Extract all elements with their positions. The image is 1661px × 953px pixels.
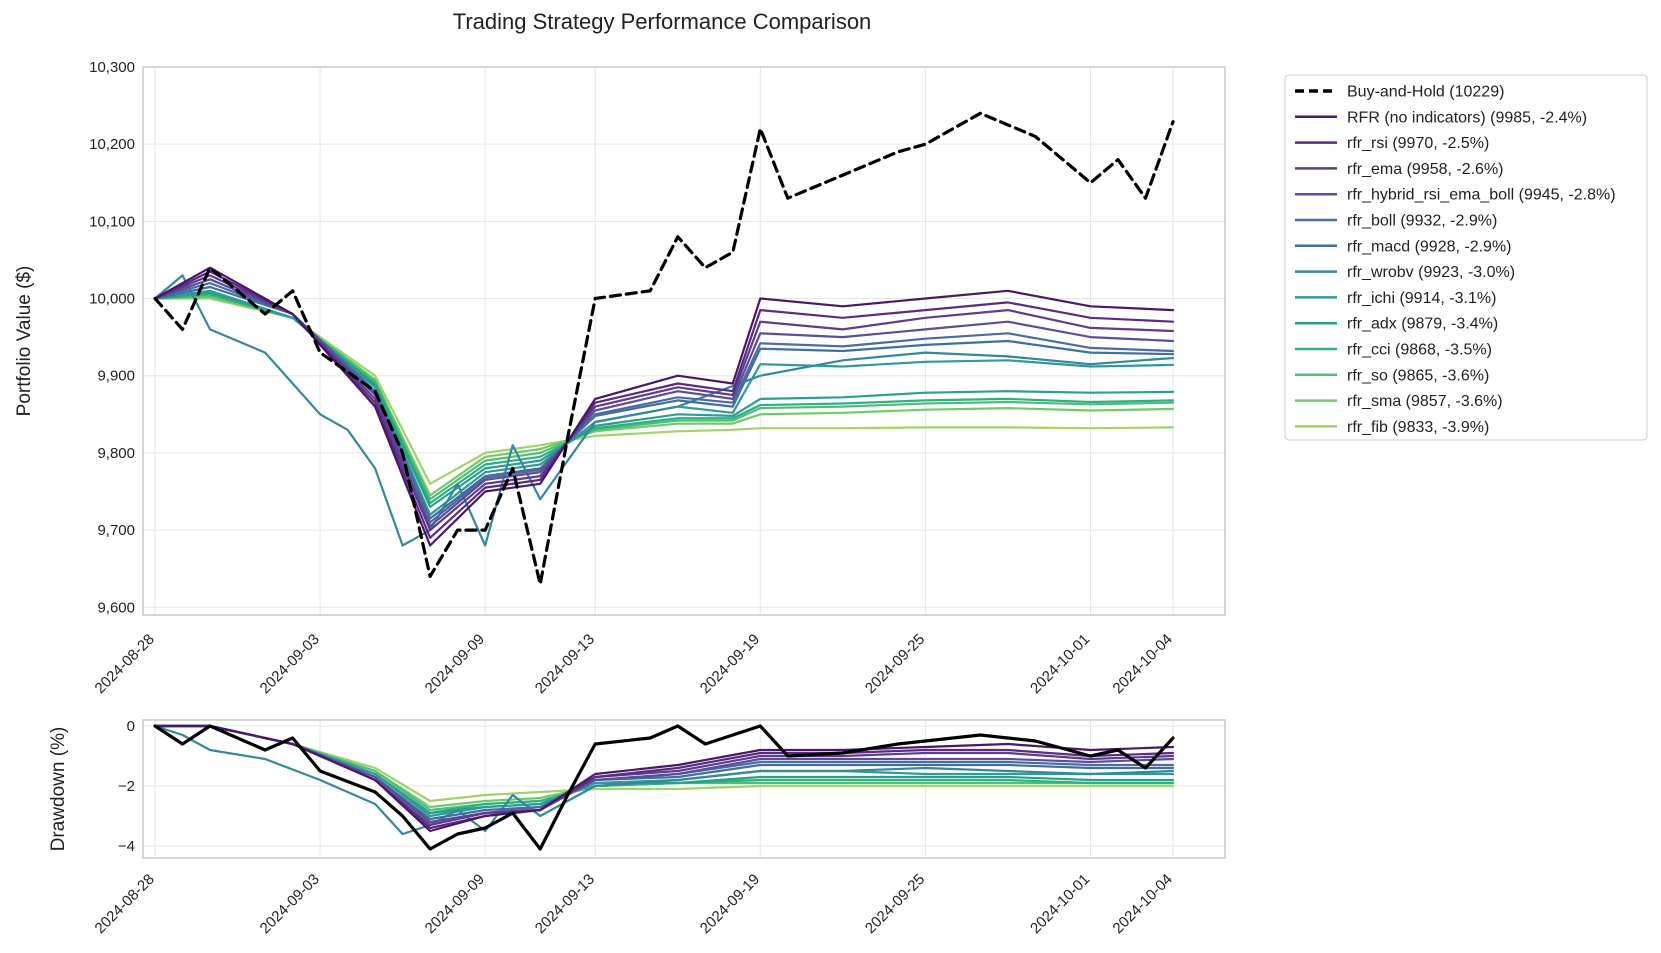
legend-entry: rfr_wrobv (9923, -3.0%) [1347, 264, 1515, 281]
legend-entry: rfr_so (9865, -3.6%) [1347, 367, 1489, 384]
legend: Buy-and-Hold (10229) RFR (no indicators) … [1284, 74, 1648, 441]
main-x-tick-label: 2024-10-04 [1110, 631, 1176, 697]
main-y-tick-labels: 9,600 9,700 9,800 9,900 10,000 10,100 10,200 10… [89, 59, 135, 616]
dd-y-tick-label: 0 [127, 718, 135, 735]
dd-x-tick-label: 2024-09-19 [697, 871, 763, 937]
drawdown-gridlines [143, 720, 1225, 858]
legend-entry: rfr_boll (9932, -2.9%) [1347, 213, 1497, 230]
main-x-tick-label: 2024-08-28 [92, 631, 158, 697]
drawdown-plot-frame [142, 719, 1226, 859]
legend-entry: rfr_ichi (9914, -3.1%) [1347, 290, 1496, 307]
legend-entry: rfr_ema (9958, -2.6%) [1347, 161, 1504, 178]
legend-entry: rfr_adx (9879, -3.4%) [1347, 316, 1498, 333]
main-series-line-rfr [153, 266, 1175, 547]
drawdown-series-lines [153, 724, 1175, 851]
main-y-tick-label: 9,600 [97, 599, 135, 616]
main-series-line-rfr_wrobv [153, 274, 1175, 547]
dd-x-tick-label: 2024-09-09 [422, 871, 488, 937]
dd-x-tick-label: 2024-09-25 [862, 871, 928, 937]
main-series-line-rfr_rsi [153, 270, 1175, 539]
main-y-tick-label: 10,300 [89, 59, 135, 76]
legend-entry: rfr_cci (9868, -3.5%) [1347, 342, 1492, 359]
main-series-line-buy-and-hold [153, 111, 1175, 586]
drawdown-y-axis-label: Drawdown (%) [48, 727, 69, 852]
legend-entry: rfr_macd (9928, -2.9%) [1347, 238, 1512, 255]
main-x-tick-label: 2024-09-25 [862, 631, 928, 697]
dd-x-tick-label: 2024-10-01 [1027, 871, 1093, 937]
main-gridlines [143, 66, 1225, 615]
dd-y-tick-label: −2 [118, 778, 135, 795]
drawdown-y-tick-labels: 0 −2 −4 [118, 718, 135, 855]
main-series-line-rfr_fib [153, 297, 1175, 485]
legend-entry: rfr_hybrid_rsi_ema_boll (9945, -2.8%) [1347, 187, 1616, 204]
dd-series-line-buy-and-hold [153, 724, 1175, 851]
main-series-line-rfr_hybrid_rsi_ema_boll [153, 278, 1175, 528]
dd-x-tick-label: 2024-09-13 [532, 871, 598, 937]
drawdown-x-tick-labels: 2024-08-28 2024-09-03 2024-09-09 2024-09-13… [92, 871, 1176, 937]
main-series-lines [153, 111, 1175, 586]
chart-title: Trading Strategy Performance Comparison [453, 9, 872, 34]
main-series-line-rfr_ema [153, 274, 1175, 532]
main-x-tick-label: 2024-09-03 [257, 631, 323, 697]
main-y-tick-label: 9,700 [97, 522, 135, 539]
dd-y-tick-label: −4 [118, 838, 135, 855]
legend-entry: Buy-and-Hold (10229) [1347, 84, 1504, 101]
main-x-tick-label: 2024-09-13 [532, 631, 598, 697]
dd-x-tick-label: 2024-09-03 [257, 871, 323, 937]
main-y-tick-label: 10,200 [89, 136, 135, 153]
main-y-tick-label: 9,900 [97, 368, 135, 385]
main-x-tick-label: 2024-10-01 [1027, 631, 1093, 697]
main-x-tick-labels: 2024-08-28 2024-09-03 2024-09-09 2024-09-13… [92, 631, 1176, 697]
main-y-axis-label: Portfolio Value ($) [14, 266, 35, 417]
dd-series-line-rfr [153, 724, 1175, 833]
legend-entry: RFR (no indicators) (9985, -2.4%) [1347, 109, 1587, 126]
main-x-tick-label: 2024-09-19 [697, 631, 763, 697]
main-y-tick-label: 9,800 [97, 445, 135, 462]
main-x-tick-label: 2024-09-09 [422, 631, 488, 697]
main-y-tick-label: 10,100 [89, 213, 135, 230]
dd-x-tick-label: 2024-08-28 [92, 871, 158, 937]
legend-entry: rfr_rsi (9970, -2.5%) [1347, 135, 1489, 152]
dd-x-tick-label: 2024-10-04 [1110, 871, 1176, 937]
legend-entry: rfr_sma (9857, -3.6%) [1347, 393, 1503, 410]
main-y-tick-label: 10,000 [89, 291, 135, 308]
legend-frame [1284, 74, 1648, 441]
main-plot-frame [142, 66, 1226, 616]
legend-entry: rfr_fib (9833, -3.9%) [1347, 419, 1489, 436]
